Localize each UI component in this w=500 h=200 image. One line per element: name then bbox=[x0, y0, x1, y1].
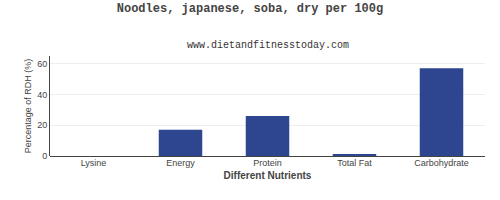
svg-text:Different Nutrients: Different Nutrients bbox=[224, 170, 312, 181]
svg-text:Noodles, japanese, soba, dry p: Noodles, japanese, soba, dry per 100g bbox=[117, 2, 383, 16]
svg-text:www.dietandfitnesstoday.com: www.dietandfitnesstoday.com bbox=[187, 40, 349, 51]
svg-text:60: 60 bbox=[37, 59, 47, 69]
svg-text:Percentage of RDH (%): Percentage of RDH (%) bbox=[23, 59, 33, 154]
svg-text:Protein: Protein bbox=[253, 158, 282, 168]
svg-text:0: 0 bbox=[42, 151, 47, 161]
svg-text:Carbohydrate: Carbohydrate bbox=[414, 158, 469, 168]
svg-text:Total Fat: Total Fat bbox=[337, 158, 372, 168]
svg-text:20: 20 bbox=[37, 120, 47, 130]
svg-text:Energy: Energy bbox=[166, 158, 195, 168]
svg-text:40: 40 bbox=[37, 90, 47, 100]
svg-text:Lysine: Lysine bbox=[81, 158, 107, 168]
